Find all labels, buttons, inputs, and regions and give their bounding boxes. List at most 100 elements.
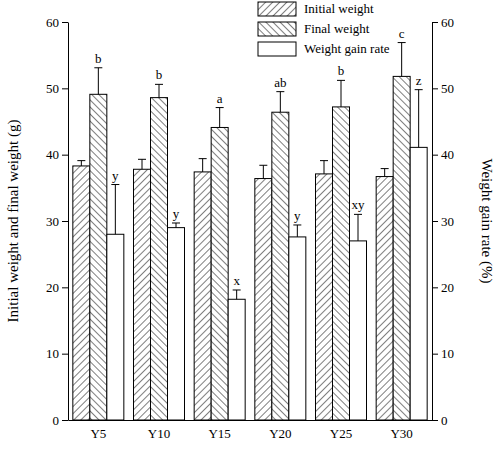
bar	[107, 234, 124, 420]
tick: 60	[46, 15, 68, 30]
legend-entry: Final weight	[258, 21, 370, 36]
tick-label: Y25	[330, 426, 352, 441]
tick-mark	[432, 420, 438, 421]
legend-entry: Weight gain rate	[258, 41, 390, 56]
legend-label: Weight gain rate	[304, 41, 390, 56]
legend-swatch	[258, 42, 296, 56]
chart: bbaabbcyyxyxyz01020304050600102030405060…	[0, 0, 500, 463]
axis-line	[69, 420, 433, 421]
tick-mark	[432, 155, 438, 156]
tick-mark	[432, 221, 438, 222]
tick-label: 30	[441, 214, 454, 229]
tick-label: 30	[46, 214, 59, 229]
error-bar	[276, 92, 284, 113]
significance-letter: b	[338, 63, 345, 78]
tick-mark	[432, 354, 438, 355]
tick-mark	[62, 354, 68, 355]
bar	[376, 177, 393, 420]
tick: 10	[432, 346, 454, 361]
tick-label: 0	[53, 413, 60, 428]
legend-swatch	[258, 2, 296, 16]
tick: Y10	[148, 420, 170, 441]
tick-label: Y5	[90, 426, 106, 441]
error-bar	[381, 169, 389, 177]
bar	[168, 228, 185, 420]
tick-label: 40	[441, 147, 454, 162]
tick-label: 20	[441, 280, 454, 295]
tick: 40	[46, 147, 68, 162]
tick-label: Y15	[208, 426, 230, 441]
y-axis-title: Initial weight and final weight (g)	[5, 120, 22, 323]
significance-letter: a	[217, 91, 223, 106]
bar	[333, 107, 350, 420]
error-bar	[111, 185, 119, 235]
tick-label: Y20	[269, 426, 291, 441]
significance-letter: x	[233, 273, 240, 288]
error-bar	[354, 214, 362, 241]
tick: 0	[432, 413, 448, 428]
tick: 30	[432, 214, 454, 229]
tick: 20	[46, 280, 68, 295]
tick-mark	[432, 287, 438, 288]
tick-mark	[62, 155, 68, 156]
bar	[255, 179, 272, 420]
legend: Initial weight Final weight Weight gain ra…	[258, 1, 390, 56]
tick: Y20	[269, 420, 291, 441]
significance-letter: y	[112, 168, 119, 183]
bar	[90, 94, 107, 420]
tick: Y5	[90, 420, 106, 441]
tick: 50	[432, 81, 454, 96]
axis: 0 10 20 30 40 50 60	[46, 15, 69, 428]
error-bar	[199, 159, 207, 172]
significance-letter: b	[156, 67, 163, 82]
legend-label: Initial weight	[304, 1, 374, 16]
tick-label: 50	[46, 81, 59, 96]
bar	[228, 299, 245, 420]
error-bar	[155, 84, 163, 97]
tick-label: 10	[46, 346, 59, 361]
bar	[151, 98, 168, 420]
bar	[211, 127, 228, 420]
tick-label: 20	[46, 280, 59, 295]
y2-axis-title: Weight gain rate (%)	[478, 159, 495, 284]
tick: 30	[46, 214, 68, 229]
error-bar	[94, 68, 102, 95]
tick-label: 10	[441, 346, 454, 361]
error-bar	[320, 161, 328, 174]
legend-label: Final weight	[304, 21, 370, 36]
tick-mark	[62, 221, 68, 222]
significance-letter: xy	[352, 197, 366, 212]
x-axis: Y5 Y10 Y15 Y20 Y25 Y30	[69, 420, 433, 441]
significance-letter: ab	[274, 75, 286, 90]
tick: 0	[53, 413, 69, 428]
tick-label: 0	[441, 413, 448, 428]
tick: 10	[46, 346, 68, 361]
error-bar	[77, 161, 85, 166]
tick: 40	[432, 147, 454, 162]
axis: 0 10 20 30 40 50 60	[432, 15, 454, 428]
significance-letter: y	[294, 208, 301, 223]
axis-line	[68, 23, 69, 421]
error-bar	[398, 43, 406, 77]
significance-letter: z	[416, 73, 422, 88]
bar	[316, 174, 333, 420]
tick-mark	[62, 420, 68, 421]
bar	[134, 169, 151, 420]
bars	[73, 43, 427, 420]
tick-mark	[62, 22, 68, 23]
bar	[73, 166, 90, 420]
error-bar	[337, 80, 345, 107]
plot: bbaabbcyyxyxyz01020304050600102030405060…	[46, 15, 454, 442]
tick-label: 50	[441, 81, 454, 96]
bar	[410, 147, 427, 420]
error-bar	[293, 225, 301, 237]
significance-letter: y	[173, 206, 180, 221]
tick: 60	[432, 15, 454, 30]
significance-letter: c	[399, 26, 405, 41]
letters: bbaabbcyyxyxyz	[95, 26, 422, 288]
tick: 50	[46, 81, 68, 96]
tick-mark	[432, 22, 438, 23]
tick-label: 60	[441, 15, 454, 30]
bar	[289, 237, 306, 420]
tick: Y30	[390, 420, 412, 441]
